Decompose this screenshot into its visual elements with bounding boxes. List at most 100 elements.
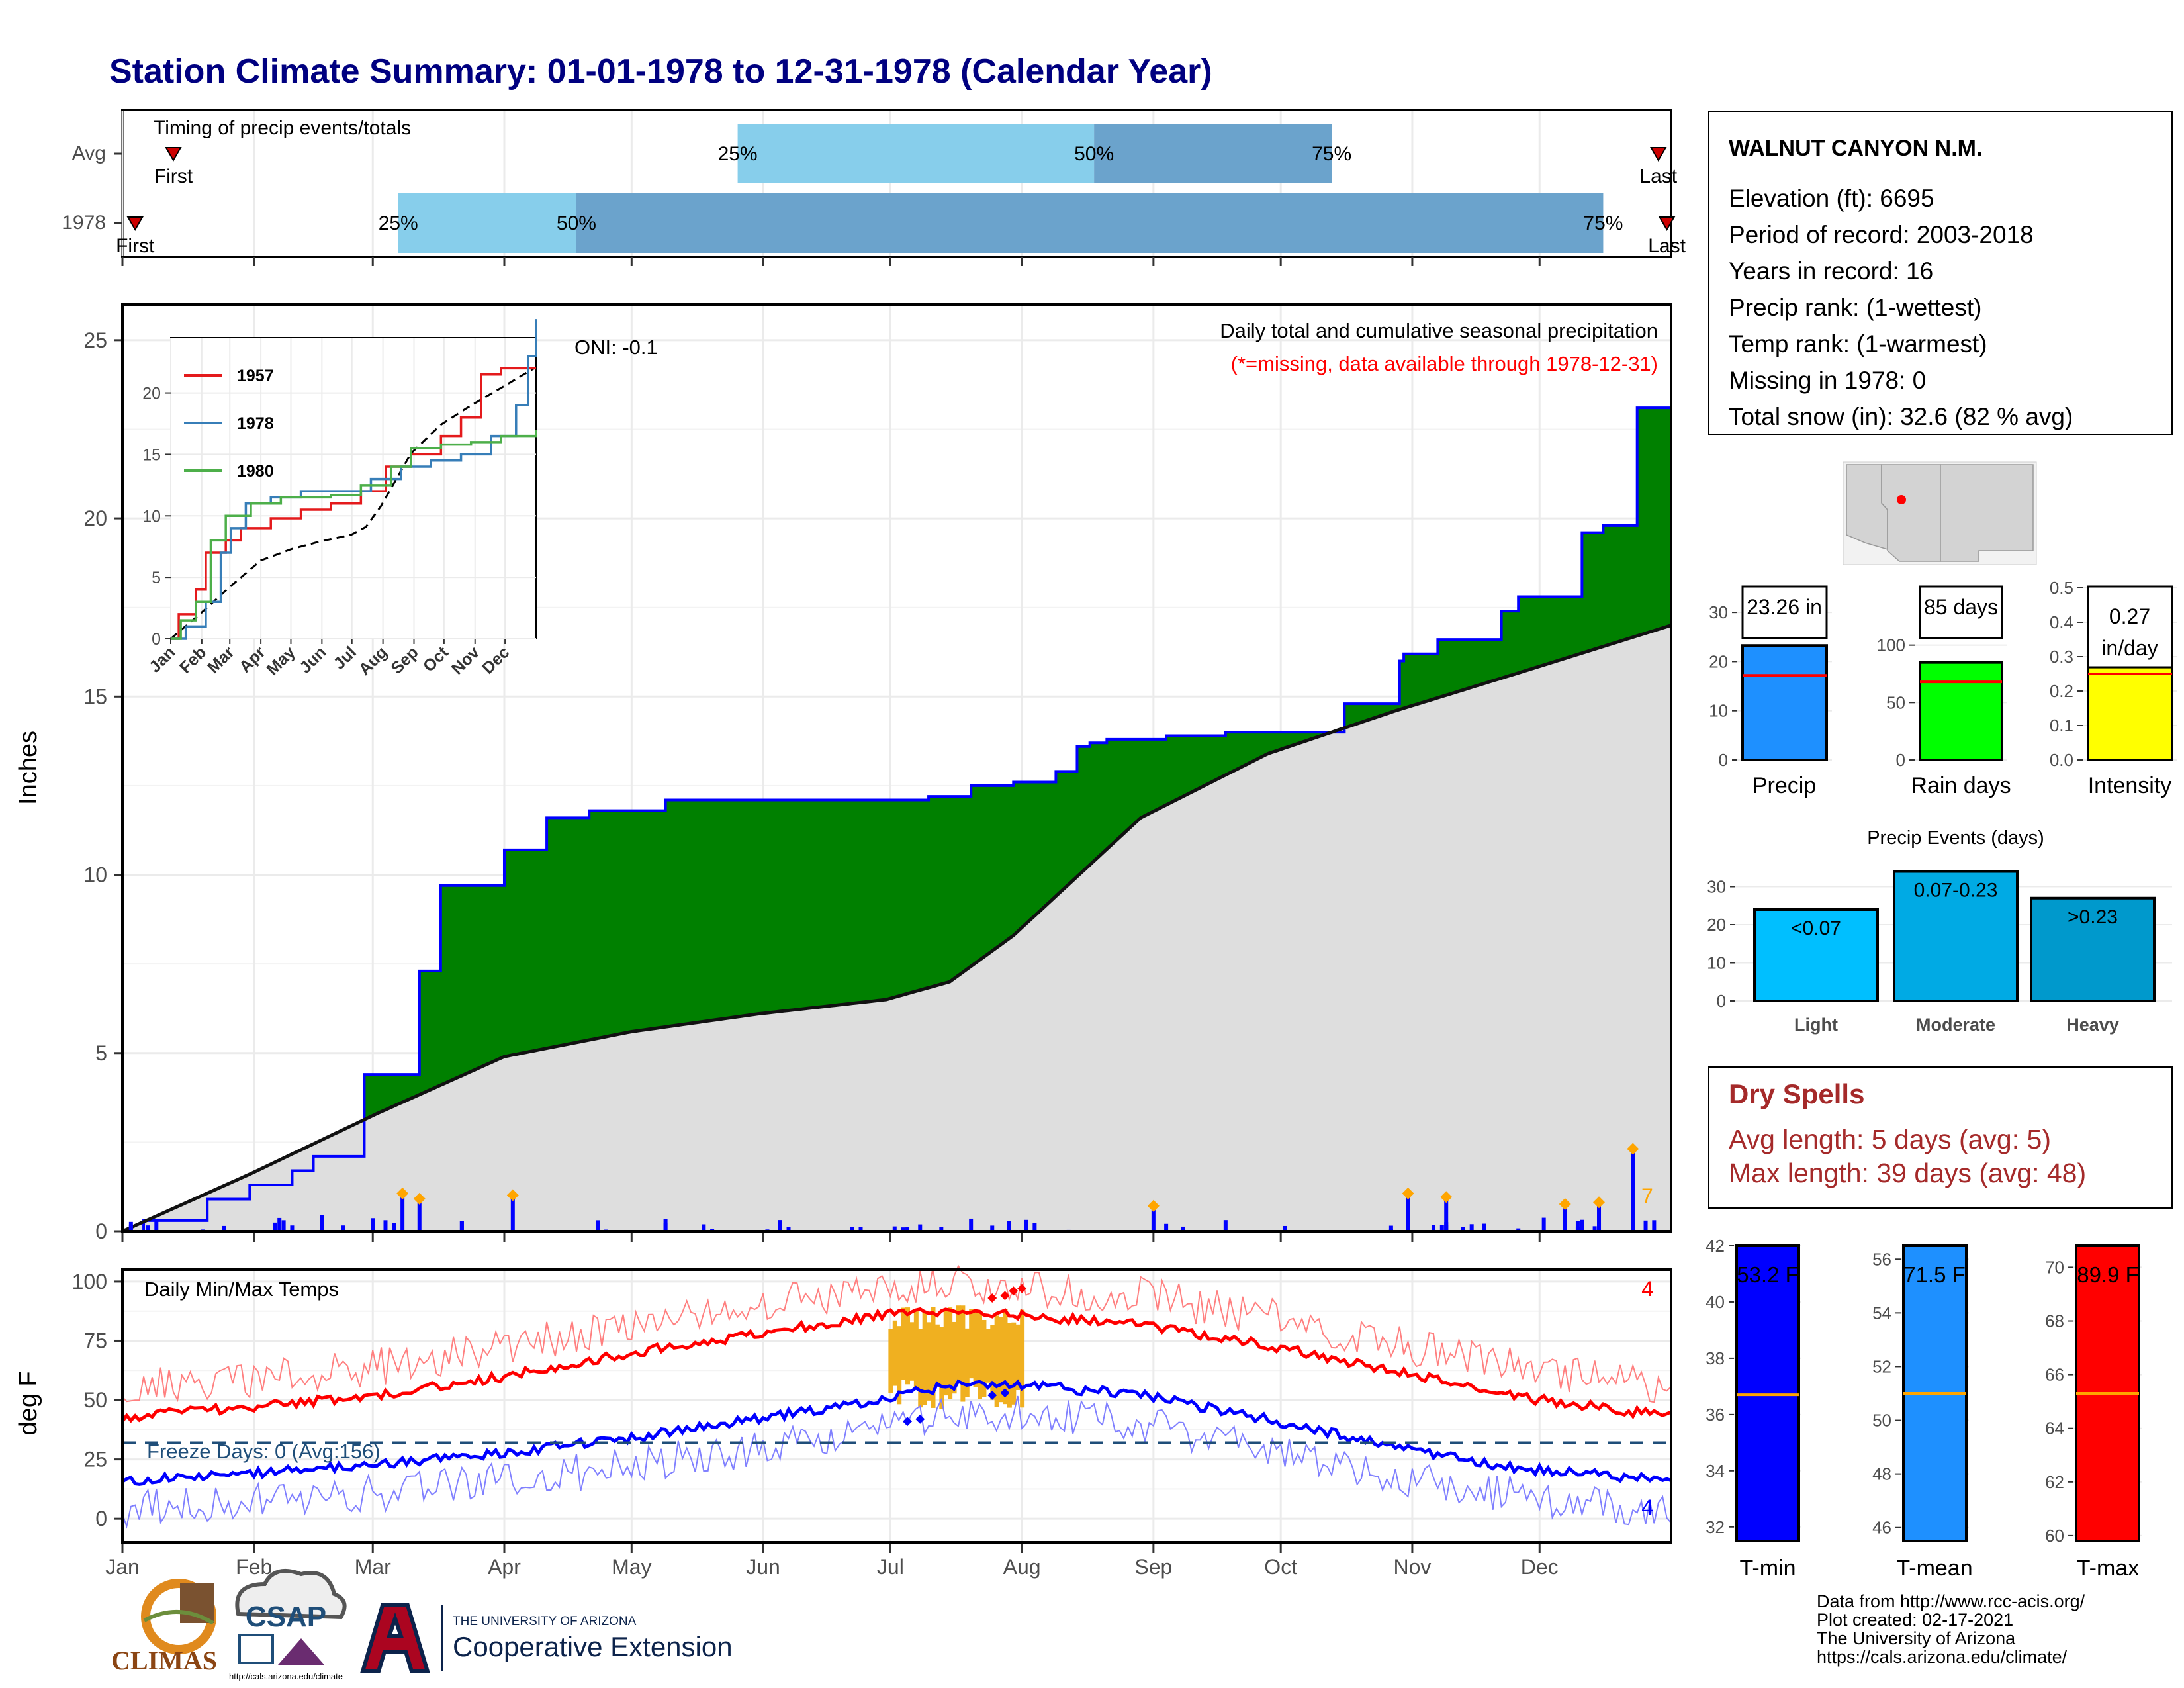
month-tick-label: Sep — [1134, 1555, 1172, 1579]
record-low-marker — [1000, 1388, 1010, 1398]
intensity-summary-label: Intensity — [2088, 773, 2172, 798]
timing-q2-bar — [576, 193, 1604, 253]
timing-q75-label: 75% — [1312, 143, 1351, 165]
daily-precip-bar — [596, 1220, 600, 1231]
csap-wordmark: CSAP — [246, 1601, 326, 1633]
precip-average-area — [122, 625, 1671, 1231]
dry-spells: Dry Spells Avg length: 5 days (avg: 5) M… — [1708, 1066, 2173, 1209]
summary-y-tick-label: 0 — [1896, 750, 1905, 770]
precip-event-range: >0.23 — [2068, 906, 2118, 928]
daily-precip-bar — [939, 1227, 944, 1231]
month-tick-label: Aug — [1003, 1555, 1041, 1579]
daily-precip-bar — [1444, 1201, 1449, 1231]
extreme-precip-marker — [1559, 1198, 1571, 1210]
temp-summary-y-tick-label: 46 — [1872, 1518, 1891, 1538]
ua-wordmark-small: THE UNIVERSITY OF ARIZONA — [453, 1615, 637, 1628]
month-tick-label: Dec — [1521, 1555, 1559, 1579]
precip-caption: Daily total and cumulative seasonal prec… — [1220, 319, 1658, 342]
temp-summary-bar — [1735, 1244, 1800, 1542]
tmin-avg-line — [121, 1379, 1672, 1486]
csap-url: http://cals.arizona.edu/climate — [229, 1671, 343, 1681]
daily-precip-bar — [1652, 1220, 1657, 1231]
freeze-label: Freeze Days: 0 (Avg:156) — [147, 1440, 381, 1463]
temp-summary-y-tick-label: 64 — [2045, 1419, 2064, 1438]
timing-q25-label: 25% — [379, 212, 418, 234]
warm-anomaly-bar — [1007, 1323, 1012, 1408]
precip-ylabel: Inches — [15, 731, 42, 805]
csap-chart-icon — [238, 1634, 274, 1664]
warm-anomaly-bar — [888, 1329, 893, 1393]
summary-value-box — [1741, 585, 1828, 639]
map-region-arizona — [1881, 464, 1941, 562]
extreme-precip-marker — [396, 1187, 409, 1199]
inset-legend-label: 1978 — [237, 414, 274, 433]
month-tick-label: Nov — [1393, 1555, 1431, 1579]
daily-precip-bar — [1388, 1225, 1393, 1231]
warm-anomaly-bar — [1015, 1324, 1021, 1390]
tmax-avg-line — [120, 1307, 1672, 1423]
daily-precip-bar — [1283, 1225, 1287, 1231]
station-line: Total snow (in): 32.6 (82 % avg) — [1729, 403, 2073, 430]
dry-spells-max: Max length: 39 days (avg: 48) — [1729, 1158, 2086, 1188]
precip-frame — [121, 303, 1672, 1233]
tmax-daily-line — [122, 1264, 1672, 1403]
summary-bars: 0 10 20 30 0 50 100 0.0 0.1 0.2 0.3 0.4 0.5 Precip Rai… — [1709, 578, 2177, 798]
daily-precip-bar — [1597, 1223, 1602, 1231]
daily-precip-bar — [1541, 1217, 1546, 1231]
extreme-precip-marker — [506, 1189, 519, 1201]
precip-y-tick-label: 5 — [95, 1041, 107, 1065]
timing-row-label-avg: Avg — [72, 142, 106, 164]
warm-anomaly-bar — [918, 1329, 923, 1408]
precip-event-range: <0.07 — [1791, 917, 1841, 939]
timing-title: Timing of precip events/totals — [154, 117, 411, 139]
warm-anomaly-bar — [927, 1322, 932, 1401]
warm-anomaly-bar — [969, 1309, 974, 1379]
timing-q75-label: 75% — [1583, 212, 1623, 234]
precip-y-tick-label: 20 — [83, 506, 107, 530]
record-high-marker — [1000, 1291, 1010, 1301]
events-y-tick-label: 10 — [1707, 953, 1726, 973]
record-low-marker — [903, 1417, 913, 1427]
timing-q1-bar — [398, 193, 576, 253]
precip-average-line — [121, 624, 1672, 1233]
warm-anomaly-bar — [1003, 1309, 1008, 1405]
summary-value-bar — [2087, 665, 2173, 761]
warm-anomaly-bar — [999, 1317, 1004, 1403]
precip-event-label: Heavy — [2066, 1015, 2119, 1035]
daily-precip-bar — [400, 1197, 405, 1231]
warm-anomaly-bar — [934, 1324, 940, 1387]
tmax-label: T-max — [2077, 1556, 2139, 1581]
warm-anomaly-bar — [909, 1322, 915, 1381]
daily-precip-bar — [969, 1218, 974, 1231]
extreme-precip-marker — [413, 1192, 426, 1205]
daily-precip-bar — [663, 1223, 668, 1231]
warm-anomaly-bar — [897, 1326, 902, 1405]
timing-q50-label: 50% — [557, 212, 596, 234]
extreme-count: 7 — [1641, 1184, 1653, 1208]
precip-cumulative-line — [122, 406, 1671, 1233]
summary-y-tick-label: 0 — [1719, 750, 1728, 770]
tmin-value: 53.2 F — [1737, 1262, 1799, 1287]
station-info: WALNUT CANYON N.M. Elevation (ft): 6695 … — [1708, 111, 2173, 435]
record-markers — [903, 1284, 1027, 1427]
csap-mountain-icon — [278, 1638, 324, 1665]
oni-label: ONI: -0.1 — [574, 336, 658, 359]
temp-summary-y-tick-label: 32 — [1706, 1517, 1725, 1537]
month-tick-label: Jun — [746, 1555, 780, 1579]
timing-bars: 25% 50% 75% First Last 25% 50% 75% First Last — [116, 124, 1686, 257]
daily-precip-bar — [222, 1225, 226, 1231]
missing-note: (*=missing, data available through 1978-… — [1231, 352, 1658, 375]
warm-anomaly-bar — [994, 1315, 999, 1407]
daily-precip-bar — [778, 1220, 782, 1231]
daily-precip-bar — [417, 1202, 422, 1231]
tmean-label: T-mean — [1896, 1556, 1972, 1581]
temp-summary-y-tick-label: 40 — [1706, 1292, 1725, 1312]
daily-precip-bar — [1024, 1219, 1028, 1231]
inset-average-line — [170, 367, 535, 640]
record-low-marker — [987, 1390, 997, 1400]
daily-precip-bar — [1469, 1224, 1474, 1231]
footer-plot-date: Plot created: 02-17-2021 — [1817, 1610, 2013, 1630]
daily-precip-bar — [858, 1227, 863, 1231]
warm-anomaly-bar — [948, 1307, 953, 1399]
precip-event-bar — [2030, 896, 2156, 1002]
